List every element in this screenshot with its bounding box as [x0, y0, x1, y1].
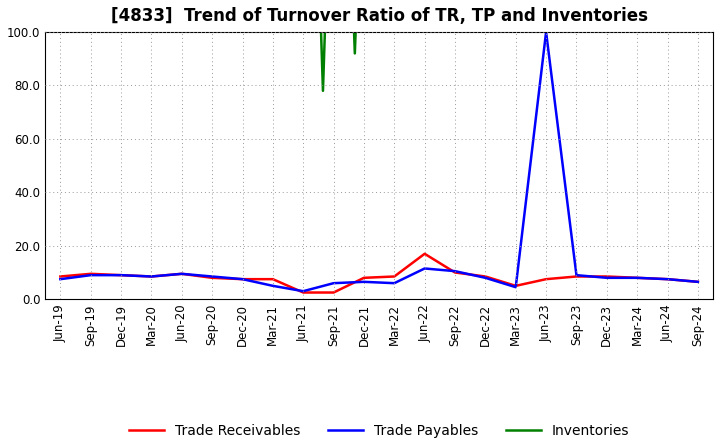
Trade Payables	[147, 274, 156, 279]
Trade Payables	[86, 272, 95, 278]
Trade Receivables	[390, 274, 399, 279]
Trade Payables	[238, 276, 247, 282]
Trade Receivables	[420, 251, 429, 257]
Trade Payables	[208, 274, 217, 279]
Trade Payables	[481, 275, 490, 280]
Trade Payables	[633, 275, 642, 280]
Trade Payables	[663, 276, 672, 282]
Trade Receivables	[511, 283, 520, 289]
Trade Receivables	[299, 290, 307, 295]
Trade Receivables	[329, 290, 338, 295]
Line: Inventories: Inventories	[312, 0, 376, 91]
Trade Payables	[603, 275, 611, 280]
Trade Payables	[390, 281, 399, 286]
Trade Receivables	[481, 274, 490, 279]
Trade Payables	[451, 268, 459, 274]
Trade Receivables	[663, 276, 672, 282]
Trade Receivables	[603, 274, 611, 279]
Trade Payables	[359, 279, 368, 285]
Trade Payables	[511, 285, 520, 290]
Trade Payables	[329, 281, 338, 286]
Trade Receivables	[633, 275, 642, 280]
Trade Receivables	[238, 276, 247, 282]
Trade Payables	[299, 289, 307, 294]
Trade Payables	[420, 266, 429, 271]
Trade Payables	[269, 283, 277, 289]
Trade Payables	[541, 29, 550, 35]
Trade Receivables	[208, 275, 217, 280]
Inventories	[319, 88, 328, 93]
Trade Receivables	[359, 275, 368, 280]
Trade Receivables	[147, 274, 156, 279]
Line: Trade Receivables: Trade Receivables	[60, 254, 698, 293]
Trade Receivables	[269, 276, 277, 282]
Trade Receivables	[117, 272, 125, 278]
Trade Receivables	[86, 271, 95, 276]
Trade Receivables	[541, 276, 550, 282]
Inventories	[351, 51, 359, 56]
Trade Payables	[117, 272, 125, 278]
Trade Payables	[177, 271, 186, 276]
Trade Receivables	[572, 274, 581, 279]
Trade Payables	[56, 276, 65, 282]
Line: Trade Payables: Trade Payables	[60, 32, 698, 291]
Legend: Trade Receivables, Trade Payables, Inventories: Trade Receivables, Trade Payables, Inven…	[123, 418, 635, 440]
Trade Payables	[572, 272, 581, 278]
Trade Receivables	[56, 274, 65, 279]
Trade Receivables	[693, 279, 702, 285]
Title: [4833]  Trend of Turnover Ratio of TR, TP and Inventories: [4833] Trend of Turnover Ratio of TR, TP…	[111, 7, 647, 25]
Trade Payables	[693, 279, 702, 285]
Trade Receivables	[451, 270, 459, 275]
Trade Receivables	[177, 271, 186, 276]
